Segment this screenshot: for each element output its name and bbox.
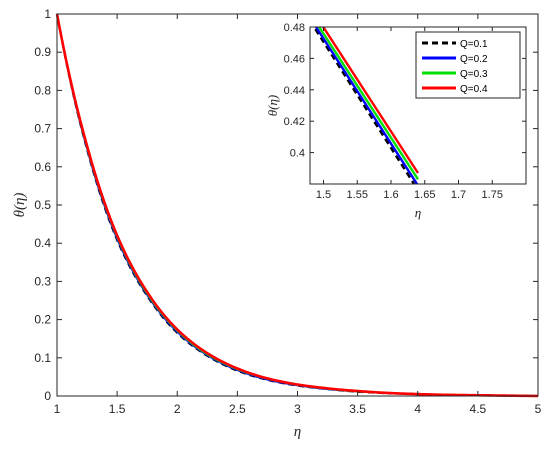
main-y-tick-label: 0.1 <box>34 351 51 365</box>
main-x-tick-label: 4 <box>414 402 421 416</box>
main-x-tick-label: 2 <box>174 402 181 416</box>
inset-y-tick-label: 0.44 <box>284 85 305 97</box>
legend-label: Q=0.3 <box>460 69 488 80</box>
legend-label: Q=0.1 <box>460 39 488 50</box>
inset-x-tick-label: 1.55 <box>347 189 368 201</box>
main-x-tick-label: 1 <box>54 402 61 416</box>
inset-x-tick-label: 1.6 <box>383 189 398 201</box>
main-x-tick-label: 4.5 <box>470 402 487 416</box>
main-y-axis-label: θ(η) <box>12 193 28 218</box>
main-ticks: 1 1.5 2 2.5 3 3.5 4 4.5 5 0 0.1 0.2 0.3 0.4 0.5 0.6 0.7 0… <box>34 7 541 416</box>
inset-ticks: 1.5 1.55 1.6 1.65 1.7 1.75 0.4 0.42 0.44 0.46 0.48 <box>284 22 526 201</box>
inset-x-tick-label: 1.5 <box>316 189 331 201</box>
main-y-tick-label: 0.2 <box>34 313 51 327</box>
inset-x-tick-label: 1.7 <box>451 189 466 201</box>
main-x-tick-label: 3 <box>294 402 301 416</box>
inset-x-tick-label: 1.75 <box>482 189 503 201</box>
inset-x-tick-label: 1.65 <box>414 189 435 201</box>
inset-series-line-4 <box>321 27 420 174</box>
main-y-tick-label: 0 <box>44 389 51 403</box>
main-series-line-4 <box>55 13 539 398</box>
legend-label: Q=0.2 <box>460 54 488 65</box>
inset-y-axis-label: θ(η) <box>265 95 280 117</box>
main-x-tick-label: 5 <box>535 402 542 416</box>
main-y-tick-label: 0.7 <box>34 122 51 136</box>
inset-axes-frame <box>309 26 527 185</box>
inset-series-line-3 <box>317 27 420 180</box>
main-x-tick-label: 2.5 <box>229 402 246 416</box>
main-y-tick-label: 0.8 <box>34 83 51 97</box>
inset-y-tick-label: 0.42 <box>284 116 305 128</box>
main-y-tick-label: 0.4 <box>34 236 51 250</box>
main-y-tick-label: 0.6 <box>34 160 51 174</box>
inset-series-line-1 <box>312 27 416 184</box>
legend: Q=0.1 Q=0.2 Q=0.3 Q=0.4 <box>415 31 521 99</box>
inset-y-tick-label: 0.4 <box>290 148 305 160</box>
main-y-tick-label: 0.9 <box>34 45 51 59</box>
inset-chart: 1.5 1.55 1.6 1.65 1.7 1.75 0.4 0.42 0.44 0.46 0.48… <box>265 22 527 220</box>
inset-y-tick-label: 0.48 <box>284 22 305 34</box>
main-y-tick-label: 0.3 <box>34 274 51 288</box>
main-y-tick-label: 1 <box>44 7 51 21</box>
main-x-tick-label: 3.5 <box>349 402 366 416</box>
main-y-tick-label: 0.5 <box>34 198 51 212</box>
legend-label: Q=0.4 <box>460 84 488 95</box>
main-x-axis-label: η <box>294 424 301 440</box>
inset-x-axis-label: η <box>415 205 421 220</box>
main-series-group <box>55 13 539 398</box>
main-x-tick-label: 1.5 <box>109 402 126 416</box>
inset-y-tick-label: 0.46 <box>284 53 305 65</box>
inset-series-line-2 <box>314 27 419 184</box>
inset-series-group <box>312 27 420 184</box>
